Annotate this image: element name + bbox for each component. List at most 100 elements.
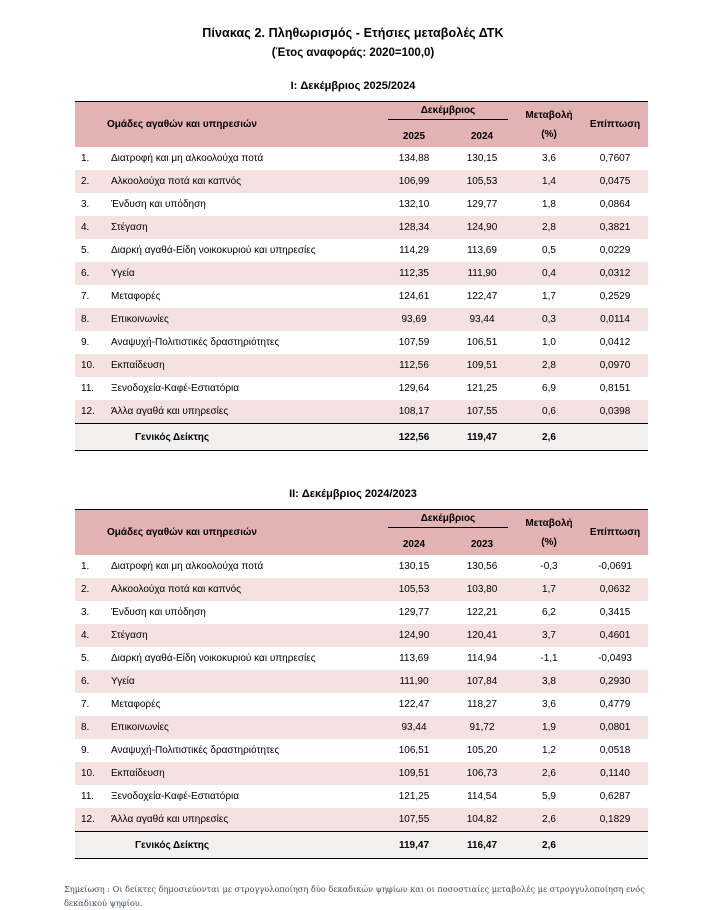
table-row: 11. Ξενοδοχεία-Καφέ-Εστιατόρια 121,25 114,5… [75,785,648,808]
row-label: Ξενοδοχεία-Καφέ-Εστιατόρια [107,785,380,808]
row-label: Αλκοολούχα ποτά και καπνός [107,578,380,601]
row-impact: 0,2930 [582,670,648,693]
row-value-year1: 124,61 [380,285,448,308]
row-value-year1: 134,88 [380,147,448,170]
row-number: 4. [75,624,107,647]
total-number-blank [75,831,107,859]
row-number: 7. [75,693,107,716]
row-number: 10. [75,354,107,377]
row-impact: 0,0801 [582,716,648,739]
table-1-container: Ομάδες αγαθών και υπηρεσιών Δεκέμβριος Μ… [75,101,648,451]
header-number-blank-2 [75,531,107,555]
row-label: Αναψυχή-Πολιτιστικές δραστηριότητες [107,331,380,354]
row-value-year1: 114,29 [380,239,448,262]
total-impact [582,423,648,451]
row-label: Υγεία [107,670,380,693]
row-change: 1,7 [516,285,582,308]
row-change: -0,3 [516,555,582,578]
row-label: Διαρκή αγαθά-Είδη νοικοκυριού και υπηρεσ… [107,239,380,262]
row-label: Στέγαση [107,624,380,647]
row-impact: 0,0114 [582,308,648,331]
row-value-year1: 130,15 [380,555,448,578]
row-change: 0,4 [516,262,582,285]
header-groups-label: Ομάδες αγαθών και υπηρεσιών [107,101,380,147]
row-change: 6,2 [516,601,582,624]
header-row-bottom: 2025 2024 [75,123,648,147]
row-value-year2: 113,69 [448,239,516,262]
total-change: 2,6 [516,831,582,859]
table-row: 10. Εκπαίδευση 112,56 109,51 2,8 0,0970 [75,354,648,377]
row-value-year2: 106,51 [448,331,516,354]
table-2-body: 1. Διατροφή και μη αλκοολούχα ποτά 130,15 1… [75,555,648,859]
table-total-row: Γενικός Δείκτης 119,47 116,47 2,6 [75,831,648,859]
row-change: 6,9 [516,377,582,400]
row-impact: 0,4601 [582,624,648,647]
row-change: 1,0 [516,331,582,354]
row-value-year1: 113,69 [380,647,448,670]
header-year-2: 2023 [448,531,516,555]
row-value-year2: 111,90 [448,262,516,285]
total-value-year2: 119,47 [448,423,516,451]
row-change: 2,8 [516,216,582,239]
table-row: 7. Μεταφορές 122,47 118,27 3,6 0,4779 [75,693,648,716]
header-number-blank [75,101,107,123]
row-value-year1: 112,35 [380,262,448,285]
row-label: Αναψυχή-Πολιτιστικές δραστηριότητες [107,739,380,762]
header-change-line2: (%) [541,536,557,548]
table-2-container: Ομάδες αγαθών και υπηρεσιών Δεκέμβριος Μ… [75,509,648,859]
row-value-year1: 107,59 [380,331,448,354]
row-value-year1: 105,53 [380,578,448,601]
row-value-year2: 130,56 [448,555,516,578]
total-label: Γενικός Δείκτης [107,423,380,451]
table-row: 12. Άλλα αγαθά και υπηρεσίες 107,55 104,82 2… [75,808,648,832]
row-value-year2: 114,94 [448,647,516,670]
row-number: 11. [75,785,107,808]
row-change: 3,6 [516,147,582,170]
row-change: 2,6 [516,808,582,832]
row-value-year1: 112,56 [380,354,448,377]
row-value-year2: 104,82 [448,808,516,832]
header-number-blank-2 [75,123,107,147]
table-row: 2. Αλκοολούχα ποτά και καπνός 106,99 105,53… [75,170,648,193]
row-label: Εκπαίδευση [107,762,380,785]
row-change: 3,7 [516,624,582,647]
row-impact: 0,0475 [582,170,648,193]
row-value-year1: 121,25 [380,785,448,808]
row-number: 8. [75,308,107,331]
total-change: 2,6 [516,423,582,451]
table-separator [0,451,706,489]
row-value-year2: 124,90 [448,216,516,239]
header-change-line1: Μεταβολή [525,109,573,121]
row-impact: 0,6287 [582,785,648,808]
header-month-group: Δεκέμβριος [380,509,516,531]
row-change: 1,7 [516,578,582,601]
row-number: 12. [75,808,107,832]
header-year-1: 2024 [380,531,448,555]
row-value-year1: 108,17 [380,400,448,424]
row-label: Άλλα αγαθά και υπηρεσίες [107,808,380,832]
row-change: 0,3 [516,308,582,331]
table-row: 6. Υγεία 111,90 107,84 3,8 0,2930 [75,670,648,693]
row-number: 7. [75,285,107,308]
table-row: 5. Διαρκή αγαθά-Είδη νοικοκυριού και υπηρ… [75,239,648,262]
row-value-year1: 107,55 [380,808,448,832]
row-label: Ένδυση και υπόδηση [107,193,380,216]
row-value-year2: 107,55 [448,400,516,424]
row-impact: 0,1829 [582,808,648,832]
row-impact: 0,3821 [582,216,648,239]
row-impact: 0,4779 [582,693,648,716]
row-value-year1: 122,47 [380,693,448,716]
total-value-year1: 122,56 [380,423,448,451]
row-impact: 0,0398 [582,400,648,424]
row-change: 3,8 [516,670,582,693]
row-impact: 0,0632 [582,578,648,601]
header-row-top: Ομάδες αγαθών και υπηρεσιών Δεκέμβριος Μ… [75,509,648,555]
table-row: 3. Ένδυση και υπόδηση 132,10 129,77 1,8 0,086… [75,193,648,216]
row-label: Διαρκή αγαθά-Είδη νοικοκυριού και υπηρεσ… [107,647,380,670]
row-label: Μεταφορές [107,285,380,308]
row-value-year1: 111,90 [380,670,448,693]
table-row: 3. Ένδυση και υπόδηση 129,77 122,21 6,2 0,341… [75,601,648,624]
table-row: 1. Διατροφή και μη αλκοολούχα ποτά 130,15 1… [75,555,648,578]
total-number-blank [75,423,107,451]
row-impact: 0,8151 [582,377,648,400]
